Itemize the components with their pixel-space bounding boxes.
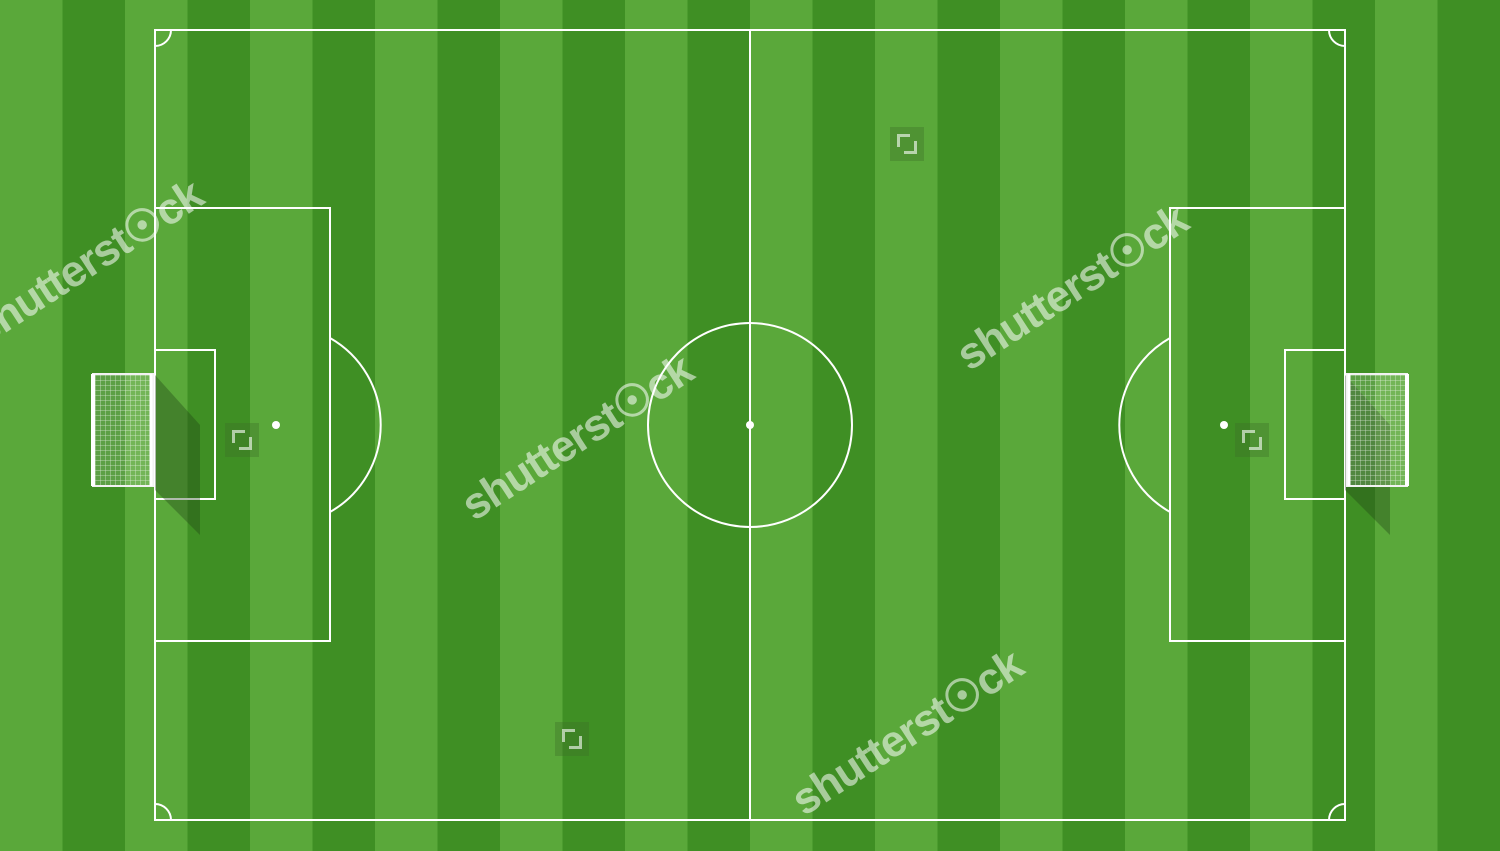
grass-stripe xyxy=(1437,0,1500,851)
grass-stripe xyxy=(875,0,938,851)
left-goal-area xyxy=(154,349,216,500)
grass-stripe xyxy=(1187,0,1251,851)
corner-arc-bottom-right xyxy=(1328,803,1346,821)
grass-stripe xyxy=(750,0,813,851)
grass-stripe xyxy=(1062,0,1126,851)
shutterstock-logo-icon xyxy=(225,423,259,457)
centre-circle xyxy=(647,322,853,528)
grass-stripe xyxy=(500,0,563,851)
left-goal-net-shadow xyxy=(155,375,200,535)
grass-stripe xyxy=(375,0,438,851)
grass-stripe xyxy=(437,0,501,851)
grass-stripe xyxy=(250,0,313,851)
grass-stripe xyxy=(812,0,876,851)
right-penalty-spot xyxy=(1220,421,1228,429)
right-goal-net xyxy=(1346,373,1408,487)
grass-stripe xyxy=(937,0,1001,851)
centre-spot xyxy=(746,421,754,429)
grass-stripe xyxy=(562,0,626,851)
shutterstock-logo-icon xyxy=(555,722,589,756)
corner-arc-top-left xyxy=(154,29,172,47)
shutterstock-logo-icon xyxy=(1235,423,1269,457)
right-goal xyxy=(1345,373,1409,535)
grass-stripe xyxy=(312,0,376,851)
corner-arc-top-right xyxy=(1328,29,1346,47)
grass-stripe xyxy=(1125,0,1188,851)
shutterstock-logo-icon xyxy=(890,127,924,161)
grass-stripe xyxy=(1250,0,1313,851)
grass-stripe xyxy=(1000,0,1063,851)
right-penalty-arc xyxy=(1118,337,1171,513)
corner-arc-bottom-left xyxy=(154,803,172,821)
grass-stripe xyxy=(0,0,63,851)
left-penalty-spot xyxy=(272,421,280,429)
left-penalty-arc xyxy=(329,337,382,513)
left-goal xyxy=(91,373,200,535)
right-goal-area xyxy=(1284,349,1346,500)
grass-stripe xyxy=(687,0,751,851)
grass-stripe xyxy=(187,0,251,851)
left-goal-net xyxy=(92,373,154,487)
grass-stripe xyxy=(625,0,688,851)
